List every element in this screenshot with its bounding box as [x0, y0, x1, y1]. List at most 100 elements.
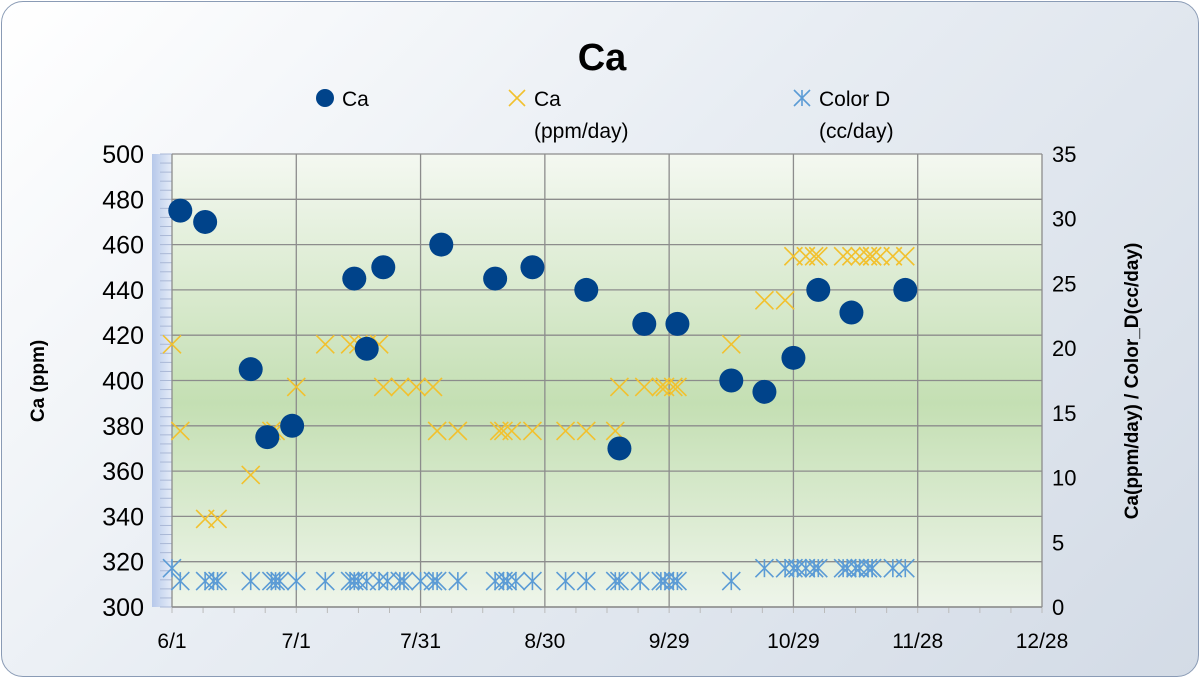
y2-tick-label: 5 — [1052, 530, 1064, 555]
y2-tick-label: 30 — [1052, 207, 1076, 232]
legend-marker-x — [508, 89, 526, 107]
data-point-circle — [806, 277, 831, 302]
data-point-asterisk — [605, 571, 625, 591]
x-tick-label: 11/28 — [892, 630, 943, 653]
data-point-asterisk — [506, 571, 526, 591]
data-point-asterisk — [609, 571, 629, 591]
data-point-asterisk — [162, 558, 182, 578]
data-point-asterisk — [576, 571, 596, 591]
y-tick-label: 360 — [102, 458, 144, 486]
data-point-circle — [429, 232, 454, 257]
data-point-x — [754, 290, 774, 310]
data-point-x — [170, 421, 190, 441]
data-point-asterisk — [498, 571, 518, 591]
data-point-x — [427, 421, 447, 441]
x-tick-label: 7/1 — [282, 630, 311, 653]
data-point-asterisk — [340, 571, 360, 591]
data-point-x — [833, 246, 853, 266]
data-point-x — [663, 377, 683, 397]
data-point-circle — [238, 357, 263, 382]
data-point-asterisk — [241, 571, 261, 591]
data-point-circle — [193, 209, 218, 234]
x-tick-label: 6/1 — [157, 630, 186, 653]
data-point-asterisk — [858, 558, 878, 578]
data-point-circle — [371, 255, 396, 280]
data-point-asterisk — [804, 558, 824, 578]
data-point-x — [448, 421, 468, 441]
data-point-x — [390, 377, 410, 397]
data-point-circle — [354, 336, 379, 361]
data-point-asterisk — [423, 571, 443, 591]
y-tick-label: 320 — [102, 549, 144, 577]
data-point-circle — [342, 266, 367, 291]
data-point-x — [609, 377, 629, 397]
data-point-asterisk — [170, 571, 190, 591]
x-tick-label: 12/28 — [1016, 630, 1069, 653]
data-point-asterisk — [630, 571, 650, 591]
legend-label: Ca — [342, 88, 369, 111]
y-tick-label: 380 — [102, 413, 144, 441]
data-point-asterisk — [522, 571, 542, 591]
legend-marker-asterisk — [793, 89, 811, 107]
data-point-x — [721, 334, 741, 354]
x-tick-label: 9/29 — [649, 630, 690, 653]
data-point-x — [804, 246, 824, 266]
data-point-asterisk — [203, 571, 223, 591]
data-point-circle — [839, 300, 864, 325]
data-point-x — [808, 246, 828, 266]
data-point-asterisk — [208, 571, 228, 591]
data-point-circle — [752, 379, 777, 404]
data-point-asterisk — [394, 571, 414, 591]
data-point-x — [406, 377, 426, 397]
data-point-asterisk — [286, 571, 306, 591]
data-point-x — [241, 465, 261, 485]
legend-label-line2: (ppm/day) — [534, 120, 629, 143]
y2-tick-label: 35 — [1052, 142, 1076, 167]
data-point-asterisk — [348, 571, 368, 591]
data-point-asterisk — [667, 571, 687, 591]
y-tick-label: 500 — [102, 141, 144, 169]
legend-label: Color D — [819, 88, 890, 111]
legend-marker-circle — [316, 89, 334, 107]
data-point-x — [373, 377, 393, 397]
x-tick-label: 8/30 — [524, 630, 565, 653]
data-point-circle — [168, 198, 193, 223]
y-tick-label: 400 — [102, 368, 144, 396]
data-point-circle — [483, 266, 508, 291]
data-point-asterisk — [448, 571, 468, 591]
data-point-x — [162, 334, 182, 354]
y2-tick-label: 0 — [1052, 595, 1064, 620]
y2-tick-label: 15 — [1052, 401, 1076, 426]
data-point-asterisk — [427, 571, 447, 591]
legend-label: Ca — [534, 88, 561, 111]
x-tick-label: 7/31 — [400, 630, 441, 653]
data-point-x — [423, 377, 443, 397]
data-point-x — [556, 421, 576, 441]
data-point-x — [895, 246, 915, 266]
data-point-circle — [781, 345, 806, 370]
data-point-circle — [893, 277, 918, 302]
data-point-asterisk — [390, 571, 410, 591]
y-tick-label: 420 — [102, 322, 144, 350]
data-point-x — [315, 334, 335, 354]
data-point-x — [862, 246, 882, 266]
legend-label-line2: (cc/day) — [819, 120, 894, 143]
data-point-circle — [255, 425, 280, 450]
y-tick-label: 340 — [102, 503, 144, 531]
data-point-asterisk — [721, 571, 741, 591]
legend: Ca Ca (ppm/day) Color D (cc/day) — [316, 88, 894, 143]
x-tick-label: 10/29 — [767, 630, 820, 653]
data-point-asterisk — [261, 571, 281, 591]
data-point-circle — [574, 277, 599, 302]
data-point-asterisk — [788, 558, 808, 578]
data-point-x — [522, 421, 542, 441]
data-point-circle — [520, 255, 545, 280]
y-axis-label: Ca (ppm) — [28, 340, 49, 422]
data-point-circle — [607, 436, 632, 461]
y2-tick-label: 10 — [1052, 466, 1076, 491]
data-point-x — [634, 377, 654, 397]
data-point-x — [841, 246, 861, 266]
data-point-asterisk — [266, 571, 286, 591]
data-point-x — [208, 509, 228, 529]
